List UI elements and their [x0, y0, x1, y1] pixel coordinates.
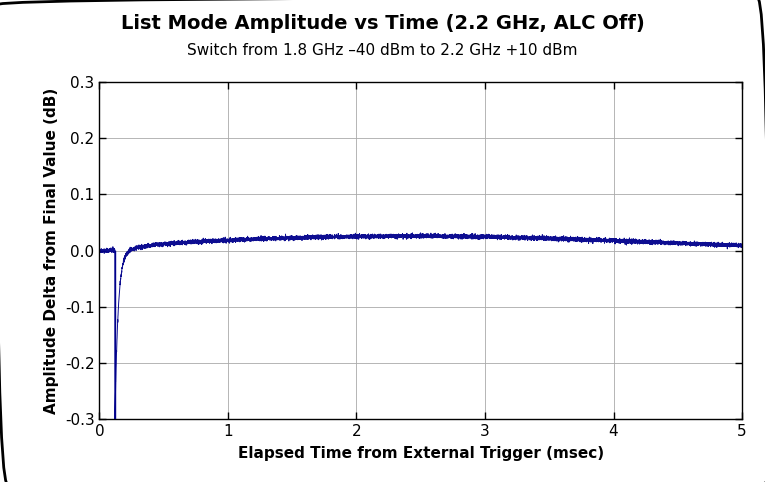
- Text: List Mode Amplitude vs Time (2.2 GHz, ALC Off): List Mode Amplitude vs Time (2.2 GHz, AL…: [121, 14, 644, 33]
- X-axis label: Elapsed Time from External Trigger (msec): Elapsed Time from External Trigger (msec…: [238, 446, 604, 461]
- Text: Switch from 1.8 GHz –40 dBm to 2.2 GHz +10 dBm: Switch from 1.8 GHz –40 dBm to 2.2 GHz +…: [187, 43, 578, 58]
- Y-axis label: Amplitude Delta from Final Value (dB): Amplitude Delta from Final Value (dB): [44, 88, 59, 414]
